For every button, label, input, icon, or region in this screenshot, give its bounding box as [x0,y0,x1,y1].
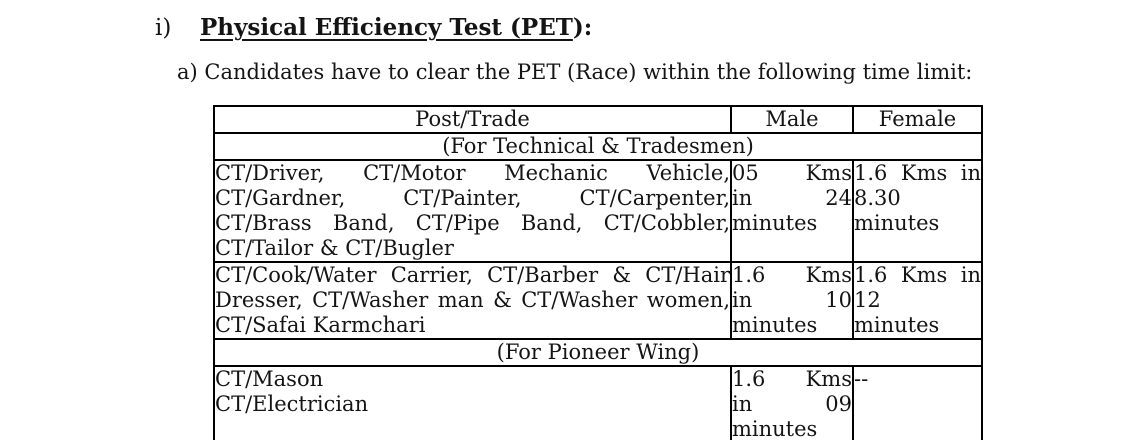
cell-line: 8.30 [854,186,901,210]
cell-line: CT/Brass Band, CT/Pipe Band, CT/Cobbler, [215,211,730,235]
cell-line: minutes [854,211,940,235]
female-time-cell: -- [852,365,983,440]
section-row-technical-tradesmen: (For Technical & Tradesmen) [213,132,983,161]
post-trade-cell: CT/Driver, CT/Motor Mechanic Vehicle, CT… [213,159,732,263]
pet-time-limit-table: Post/Trade Male Female (For Technical & … [213,105,983,440]
cell-line: CT/Cook/Water Carrier, CT/Barber & CT/Ha… [215,263,730,287]
cell-line: minutes [732,313,818,337]
column-header-post-trade: Post/Trade [213,105,732,134]
cell-line: CT/Mason [215,367,324,391]
cell-line: minutes [732,417,818,440]
table-row: CT/Mason CT/Electrician 1.6 Kms in 09 mi… [213,365,983,440]
male-time-cell: 05 Kms in 24 minutes [730,159,854,263]
cell-line: 12 [854,288,881,312]
page-title-suffix: ): [572,14,593,41]
column-header-female: Female [852,105,983,134]
page-title: Physical Efficiency Test (PET): [200,14,592,42]
cell-line: 1.6 Kms in [854,263,981,287]
table-header-row: Post/Trade Male Female [213,105,983,134]
cell-line: 1.6 Kms in [854,161,981,185]
female-time-cell: 1.6 Kms in 8.30 minutes [852,159,983,263]
page-title-underlined: Physical Efficiency Test (PET [200,14,573,41]
cell-line: 1.6 Kms [732,367,852,391]
cell-line: Dresser, CT/Washer man & CT/Washer women… [215,288,730,312]
cell-line: CT/Safai Karmchari [215,313,426,337]
cell-line: in 24 [732,186,852,210]
cell-line: CT/Driver, CT/Motor Mechanic Vehicle, [215,161,730,185]
section-row-pioneer-wing: (For Pioneer Wing) [213,338,983,367]
male-time-cell: 1.6 Kms in 10 minutes [730,261,854,340]
cell-line: 05 Kms [732,161,852,185]
cell-line: minutes [854,313,940,337]
female-time-cell: 1.6 Kms in 12 minutes [852,261,983,340]
column-header-male: Male [730,105,854,134]
list-numeral: i) [155,15,172,41]
cell-line: minutes [732,211,818,235]
cell-line: in 10 [732,288,852,312]
table-row: CT/Cook/Water Carrier, CT/Barber & CT/Ha… [213,261,983,340]
cell-line: CT/Tailor & CT/Bugler [215,236,454,260]
table-row: CT/Driver, CT/Motor Mechanic Vehicle, CT… [213,159,983,263]
post-trade-cell: CT/Mason CT/Electrician [213,365,732,440]
male-time-cell: 1.6 Kms in 09 minutes [730,365,854,440]
section-label: (For Technical & Tradesmen) [213,132,983,161]
section-label: (For Pioneer Wing) [213,338,983,367]
cell-line: 1.6 Kms [732,263,852,287]
post-trade-cell: CT/Cook/Water Carrier, CT/Barber & CT/Ha… [213,261,732,340]
cell-line: CT/Electrician [215,392,369,416]
cell-line: in 09 [732,392,852,416]
intro-text: a) Candidates have to clear the PET (Rac… [177,60,973,84]
cell-line: CT/Gardner, CT/Painter, CT/Carpenter, [215,186,730,210]
cell-line: -- [854,367,869,391]
